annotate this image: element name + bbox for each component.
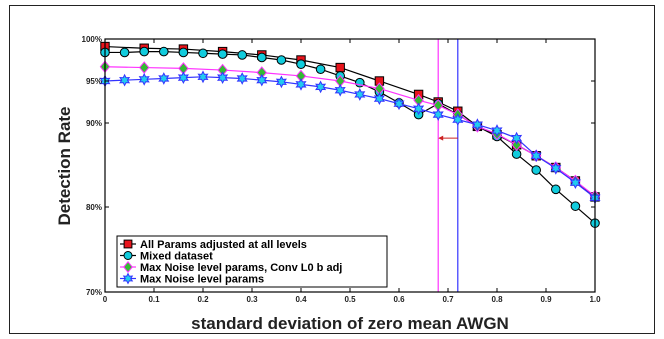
- data-point: [511, 138, 522, 152]
- y-tick-label: 90%: [86, 119, 102, 128]
- y-tick-label: 80%: [86, 203, 102, 212]
- x-tick-label: 0: [103, 295, 108, 304]
- series-line: [104, 66, 596, 197]
- legend-entry: All Params adjusted at all levels: [140, 239, 307, 251]
- data-point: [315, 64, 326, 75]
- data-point: [530, 149, 542, 163]
- x-axis-label: standard deviation of zero mean AWGN: [191, 314, 509, 333]
- x-tick-label: 0.6: [393, 295, 405, 304]
- data-point: [569, 176, 581, 190]
- axes: 0 0.1 0.2 0.3 0.4 0.5 0.6 0.7 0.8 0.9 1.0 70% 80% 90%…: [82, 35, 602, 304]
- x-tick-label: 0.7: [442, 295, 454, 304]
- figure-frame: [9, 5, 655, 334]
- data-point: [178, 47, 189, 58]
- x-tick-label: 0.4: [295, 295, 307, 304]
- data-point: [138, 61, 150, 74]
- legend-marker: [122, 272, 134, 285]
- data-point: [334, 83, 346, 97]
- data-point: [237, 50, 247, 60]
- annotation-arrow-head: [438, 135, 444, 141]
- data-point: [315, 80, 327, 94]
- data-point: [354, 88, 366, 101]
- data-point: [275, 75, 287, 89]
- x-tick-label: 1.0: [589, 295, 601, 304]
- legend-box: [116, 235, 388, 288]
- data-point: [256, 73, 268, 87]
- data-point: [531, 165, 542, 175]
- x-tick-label: 0.3: [246, 295, 258, 304]
- data-point: [570, 201, 581, 211]
- data-point: [139, 46, 149, 57]
- data-point: [295, 77, 307, 91]
- legend-entry: Max Noise level params, Conv L0 b adj: [140, 262, 342, 274]
- data-point: [138, 72, 150, 86]
- series-2: [100, 46, 600, 228]
- series-3: [99, 60, 601, 203]
- y-axis-label: Detection Rate: [55, 106, 74, 225]
- data-point: [217, 71, 229, 85]
- data-point: [471, 118, 483, 132]
- y-tick-label: 100%: [82, 35, 102, 44]
- data-point: [452, 113, 464, 127]
- y-tick-label: 95%: [86, 77, 102, 86]
- data-point: [432, 108, 444, 121]
- legend-marker: [123, 251, 133, 260]
- y-tick-label: 70%: [86, 288, 102, 297]
- data-point: [158, 72, 170, 85]
- data-point: [276, 55, 287, 65]
- data-point: [119, 47, 130, 58]
- series-4: [99, 70, 601, 205]
- data-point: [296, 59, 306, 69]
- legend-marker: [123, 239, 133, 249]
- plot-area: [99, 39, 601, 292]
- data-point: [197, 70, 209, 84]
- legend-entry: Mixed dataset: [140, 251, 213, 263]
- data-point: [491, 124, 503, 137]
- series-line: [104, 45, 596, 198]
- x-tick-label: 0.1: [148, 295, 160, 304]
- x-tick-label: 0.2: [197, 295, 209, 304]
- data-point: [335, 62, 345, 73]
- data-point: [217, 49, 228, 59]
- data-point: [393, 97, 405, 111]
- data-point: [159, 46, 169, 57]
- data-point: [550, 161, 562, 175]
- series-1: [100, 41, 600, 202]
- legend-marker: [123, 261, 133, 273]
- series-line: [104, 76, 596, 199]
- data-point: [257, 52, 267, 63]
- legend-entry: Max Noise level params: [140, 274, 264, 286]
- data-point: [177, 71, 189, 85]
- data-point: [551, 184, 561, 195]
- data-point: [373, 92, 385, 106]
- data-point: [413, 102, 425, 116]
- x-tick-label: 0.9: [540, 295, 552, 304]
- data-point: [236, 72, 248, 85]
- x-tick-label: 0.5: [344, 295, 356, 304]
- x-tick-label: 0.8: [491, 295, 503, 304]
- data-point: [119, 73, 131, 87]
- data-point: [198, 48, 208, 59]
- data-point: [511, 131, 523, 145]
